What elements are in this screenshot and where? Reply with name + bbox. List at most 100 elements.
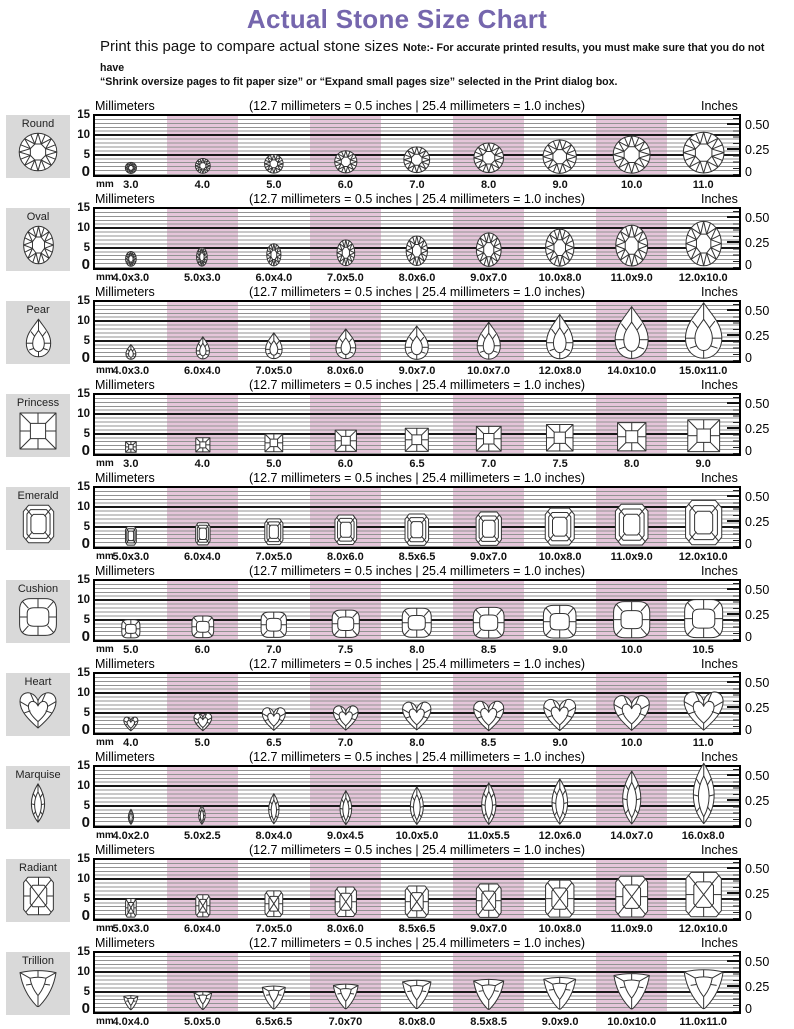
inches-label: Inches — [701, 192, 738, 206]
stone-size-label: 11.0x5.5 — [457, 830, 521, 842]
conversion-label: (12.7 millimeters = 0.5 inches | 25.4 mi… — [93, 750, 741, 764]
stone-radiant — [195, 894, 211, 918]
stone-size-label: 9.0x7.0 — [457, 923, 521, 935]
mm-axis-tick: 15 — [66, 574, 90, 586]
stone-radiant — [334, 886, 358, 918]
stone-size-label: 5.0 — [242, 179, 306, 191]
stone-heart — [472, 699, 505, 732]
inch-axis-tick: 0 — [745, 165, 752, 179]
stone-cushion — [683, 598, 724, 639]
stone-pear — [125, 344, 137, 360]
shape-name: Cushion — [6, 580, 70, 595]
stone-round — [682, 131, 725, 174]
stone-round — [264, 154, 284, 174]
inch-axis-tick: 0 — [745, 723, 752, 737]
stone-size-label: 11.0x9.0 — [600, 272, 664, 284]
stone-cushion — [331, 609, 361, 639]
mm-axis-tick: 10 — [66, 315, 90, 327]
stone-size-label: 8.0x6.0 — [313, 551, 377, 563]
inch-axis-tick: 0.25 — [745, 236, 769, 250]
ruler-chart-radiant — [93, 858, 741, 921]
stone-oval — [684, 220, 723, 267]
inch-axis-tick: 0.50 — [745, 118, 769, 132]
shape-label-box-princess: Princess — [6, 394, 70, 457]
stone-size-label: 11.0 — [671, 179, 735, 191]
stone-size-label: 12.0x8.0 — [528, 365, 592, 377]
shape-name: Oval — [6, 208, 70, 223]
mm-axis-tick: 15 — [66, 388, 90, 400]
shape-label-box-round: Round — [6, 115, 70, 178]
inch-axis-tick: 0.25 — [745, 887, 769, 901]
stone-trillion — [332, 983, 360, 1011]
stone-size-label: 4.0 — [170, 458, 234, 470]
stone-size-label: 11.0x9.0 — [600, 551, 664, 563]
stone-size-label: 10.0x10.0 — [600, 1016, 664, 1028]
stone-size-label: 8.5x6.5 — [385, 923, 449, 935]
stone-pear — [682, 301, 725, 360]
stone-trillion — [542, 976, 577, 1011]
inch-axis-tick: 0.50 — [745, 676, 769, 690]
stone-trillion — [682, 968, 725, 1011]
stone-emerald — [475, 511, 503, 546]
chart-row-oval: Millimeters (12.7 millimeters = 0.5 inch… — [0, 192, 794, 285]
mm-axis-tick: 0 — [66, 256, 90, 273]
stone-size-label: 7.0 — [457, 458, 521, 470]
mm-axis-tick: 0 — [66, 1000, 90, 1017]
shape-label-box-cushion: Cushion — [6, 580, 70, 643]
mm-axis-tick: 10 — [66, 966, 90, 978]
stone-marquise — [266, 793, 282, 825]
stone-trillion — [123, 995, 139, 1011]
quarter-inch-tick — [727, 706, 739, 708]
stone-heart — [682, 689, 725, 732]
mm-axis-tick: 5 — [66, 614, 90, 626]
ruler-chart-princess — [93, 393, 741, 456]
stone-size-label: 6.0x4.0 — [170, 365, 234, 377]
half-inch-tick — [727, 123, 739, 125]
stone-cushion — [612, 600, 651, 639]
chart-rows-container: Millimeters (12.7 millimeters = 0.5 inch… — [0, 99, 794, 1029]
stone-emerald — [195, 522, 211, 546]
stone-round — [334, 150, 358, 174]
stone-size-label: 5.0x3.0 — [99, 551, 163, 563]
stone-emerald — [264, 518, 284, 546]
stone-size-label: 6.0 — [170, 644, 234, 656]
intro-line1: Print this page to compare actual stone … — [100, 37, 786, 76]
stone-size-label: 7.0 — [313, 737, 377, 749]
stone-size-label: 9.0x7.0 — [457, 272, 521, 284]
inch-axis-tick: 0.50 — [745, 583, 769, 597]
shape-name: Marquise — [6, 766, 70, 781]
inch-axis-tick: 0.50 — [745, 955, 769, 969]
stone-trillion — [193, 991, 213, 1011]
inch-axis-tick: 0 — [745, 258, 752, 272]
inches-label: Inches — [701, 564, 738, 578]
stone-size-label: 8.5 — [457, 644, 521, 656]
stone-size-label: 9.0 — [671, 458, 735, 470]
stone-size-label: 5.0 — [242, 458, 306, 470]
inches-label: Inches — [701, 657, 738, 671]
trillion-stone-icon — [18, 969, 58, 1009]
stone-size-label: 6.0x4.0 — [242, 272, 306, 284]
shape-label-box-pear: Pear — [6, 301, 70, 364]
stone-size-label: 4.0 — [170, 179, 234, 191]
inch-axis-tick: 0 — [745, 444, 752, 458]
stone-size-label: 5.0x5.0 — [170, 1016, 234, 1028]
mm-axis-tick: 15 — [66, 109, 90, 121]
inches-label: Inches — [701, 843, 738, 857]
stone-radiant — [614, 875, 649, 918]
stone-size-label: 3.0 — [99, 179, 163, 191]
stone-size-label: 8.0 — [457, 179, 521, 191]
shape-label-box-oval: Oval — [6, 208, 70, 271]
inch-axis-tick: 0.25 — [745, 980, 769, 994]
stone-pear — [475, 321, 503, 360]
stone-princess — [264, 433, 284, 453]
inch-axis-tick: 0.25 — [745, 701, 769, 715]
stone-size-label: 7.0 — [385, 179, 449, 191]
stone-size-label: 8.5x8.5 — [457, 1016, 521, 1028]
mm-axis-tick: 10 — [66, 501, 90, 513]
cushion-stone-icon — [18, 597, 58, 637]
intro-main-text: Print this page to compare actual stone … — [100, 38, 399, 55]
shape-label-box-marquise: Marquise — [6, 766, 70, 829]
stone-size-label: 6.0x4.0 — [170, 923, 234, 935]
mm-axis-tick: 0 — [66, 628, 90, 645]
half-inch-tick — [727, 402, 739, 404]
